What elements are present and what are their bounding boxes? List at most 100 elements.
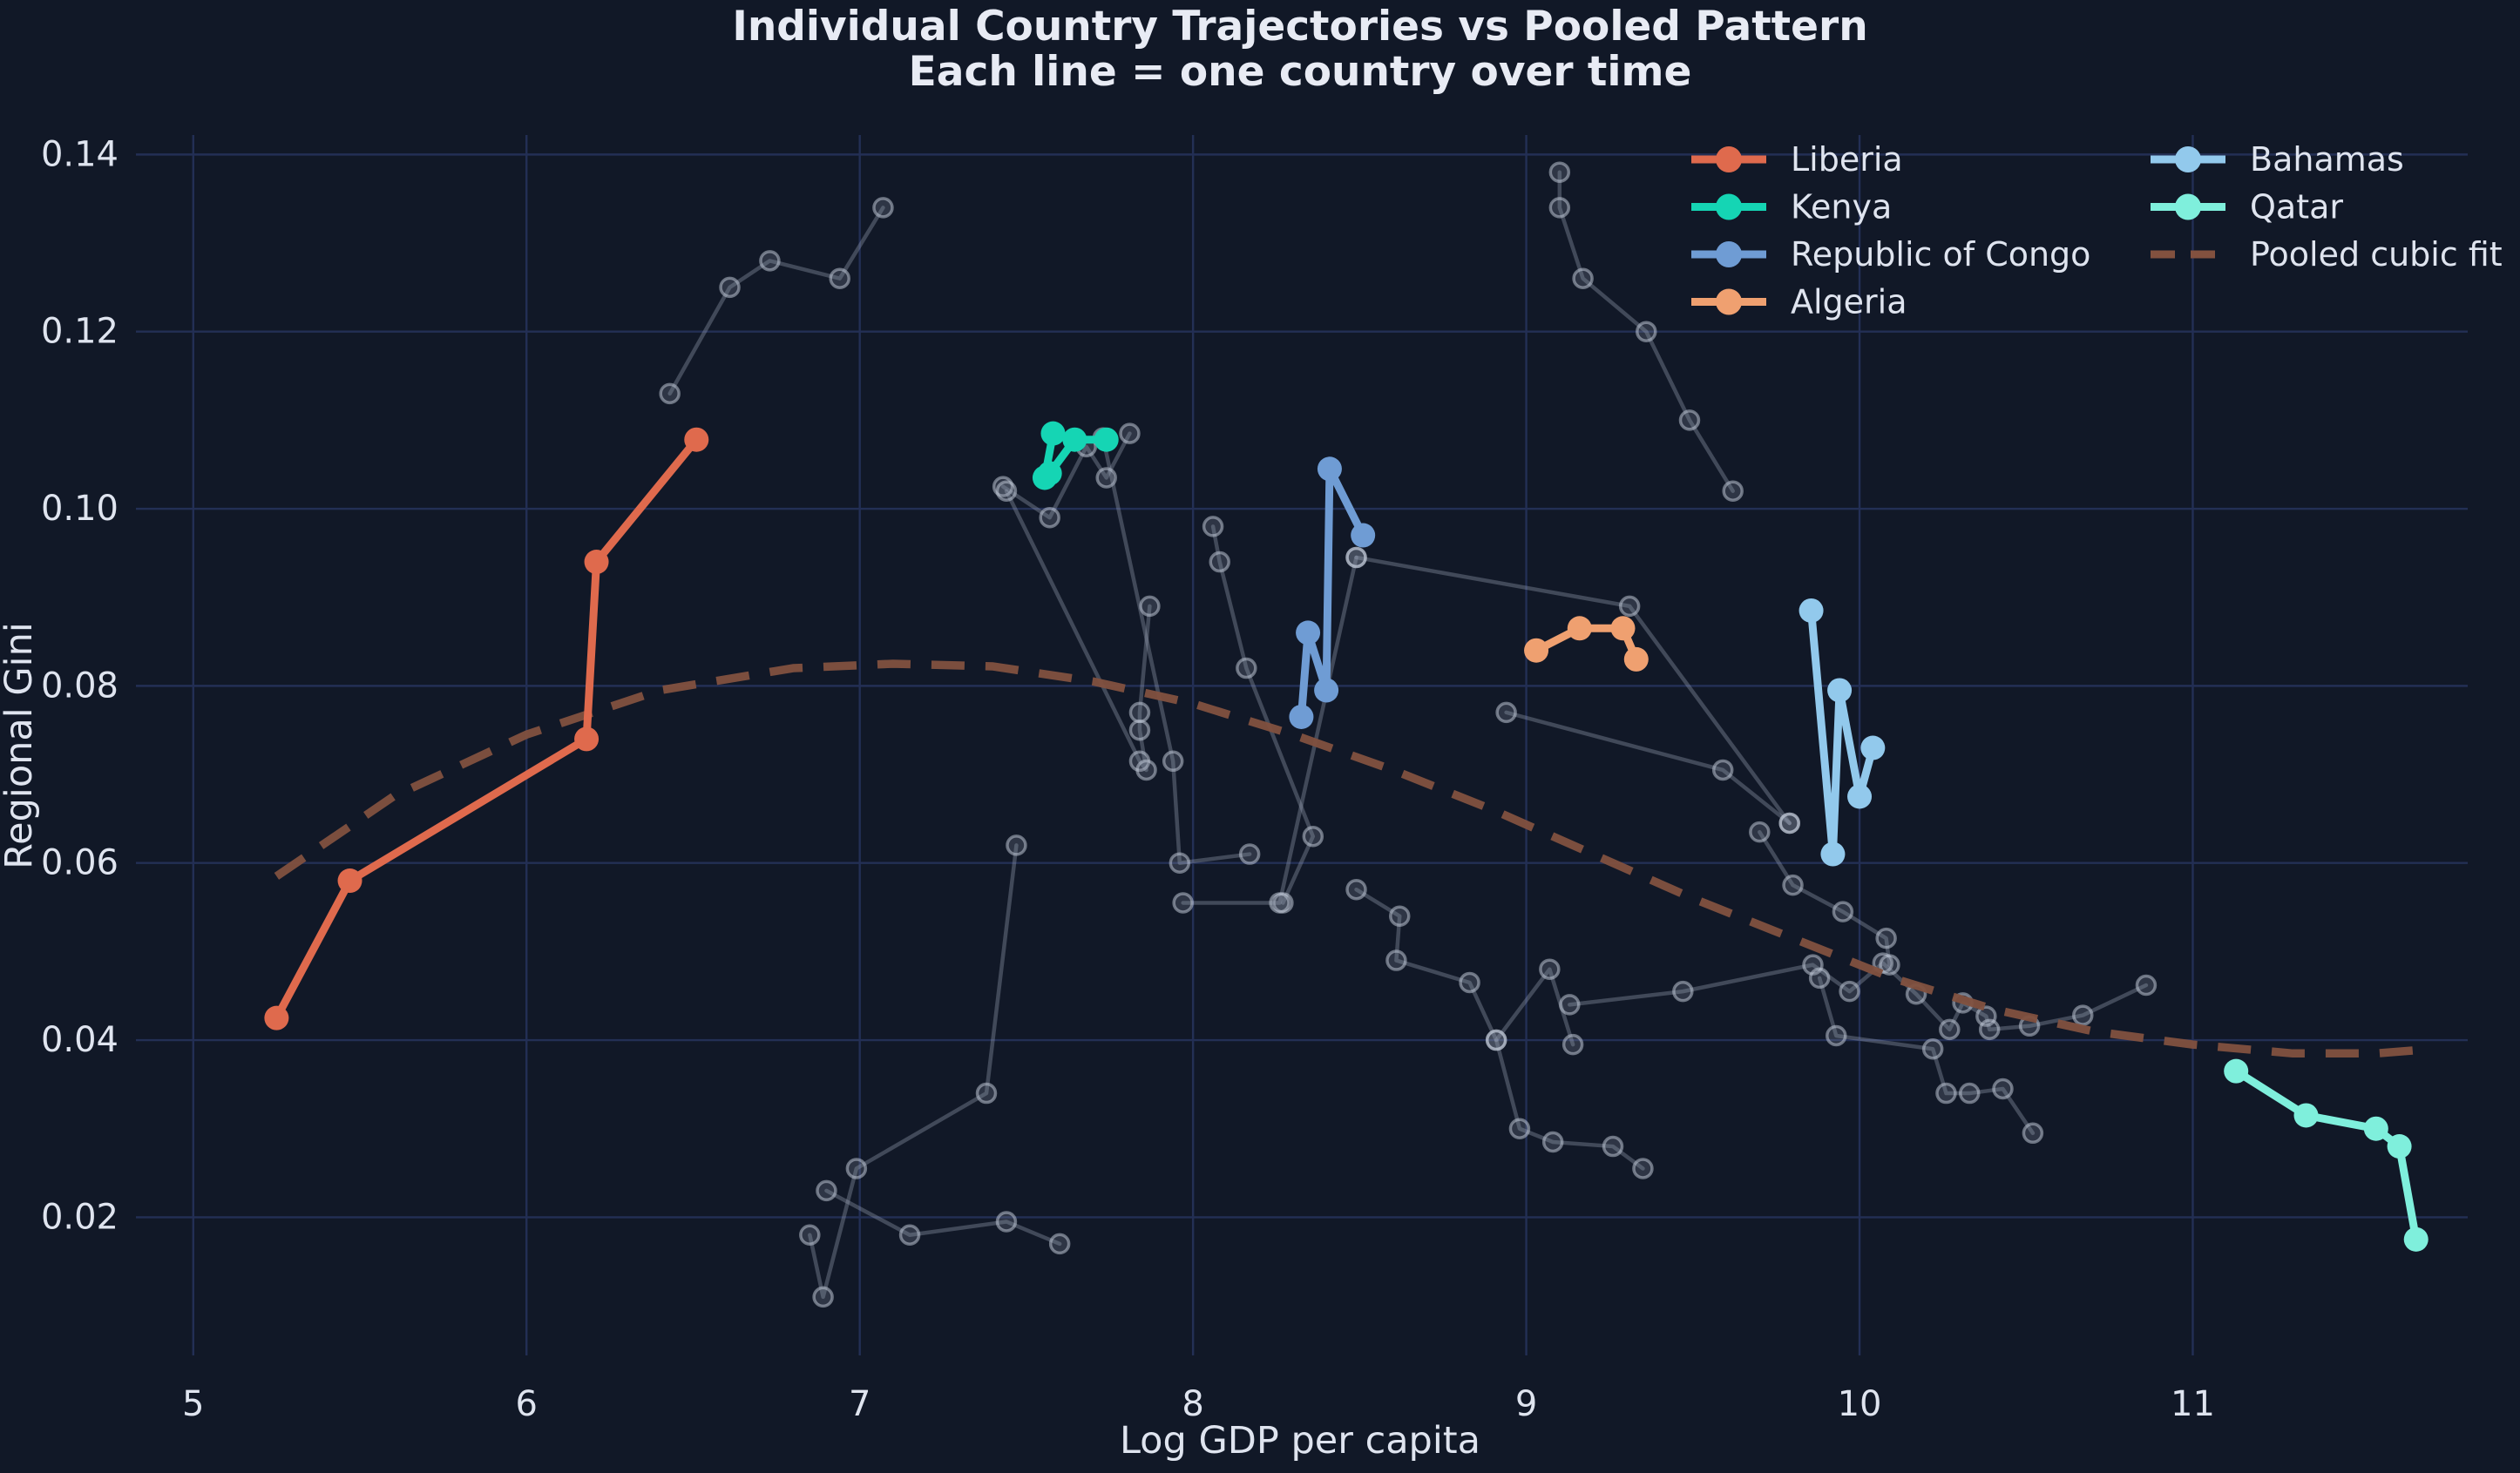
background-trajectory-line [1557, 170, 1735, 493]
country-data-point [2293, 1103, 2319, 1128]
background-data-point [1782, 874, 1804, 896]
background-trajectory-line [1354, 555, 1792, 826]
legend-entry-qatar: Qatar [2151, 188, 2343, 226]
background-data-point [1548, 161, 1571, 183]
country-data-point [1040, 421, 1066, 446]
y-tick-label: 0.14 [41, 134, 119, 174]
background-data-point [1095, 467, 1117, 489]
background-data-point [1302, 825, 1324, 848]
x-tick-label: 7 [849, 1384, 870, 1424]
legend-label: Pooled cubic fit [2250, 235, 2503, 274]
y-tick-label: 0.12 [41, 312, 119, 352]
country-data-point [2363, 1116, 2388, 1141]
background-data-point [1541, 1131, 1564, 1153]
background-data-point [1879, 954, 1900, 976]
country-data-point [1314, 678, 1339, 703]
background-data-point [1722, 480, 1744, 502]
x-axis-label: Log GDP per capita [1120, 1419, 1480, 1463]
background-data-point [1808, 967, 1831, 990]
country-data-point [1037, 461, 1062, 486]
background-data-point [2072, 1004, 2094, 1026]
background-trajectory-line [1004, 489, 1152, 773]
legend-label: Liberia [1791, 140, 1903, 179]
background-data-point [1162, 750, 1184, 773]
background-trajectory [1808, 967, 2044, 1145]
country-data-point [337, 868, 362, 894]
y-tick-label: 0.06 [41, 843, 119, 883]
background-trajectory-line [1000, 431, 1132, 520]
y-tick-label: 0.08 [41, 666, 119, 706]
highlighted-country-trajectories [264, 421, 2429, 1252]
background-data-point [1839, 980, 1860, 1003]
x-tick-label: 10 [1838, 1384, 1882, 1424]
background-data-point [1169, 852, 1191, 874]
background-data-point [1921, 1037, 1944, 1060]
legend-marker-swatch [2175, 193, 2201, 220]
legend-entry-kenya: Kenya [1691, 188, 1892, 226]
background-data-point [1559, 994, 1581, 1016]
background-data-point [1388, 905, 1411, 927]
background-country-trajectories [659, 161, 2158, 1308]
background-data-point [1269, 892, 1290, 914]
background-trajectory [1345, 878, 1654, 1179]
background-trajectory-line [1817, 976, 2036, 1136]
legend-entry-liberia: Liberia [1691, 140, 1903, 179]
country-data-point [1351, 523, 1376, 548]
background-trajectory [816, 1179, 1071, 1255]
legend-marker-swatch [1716, 288, 1742, 315]
background-data-point [1495, 701, 1517, 724]
background-data-point [1039, 506, 1060, 529]
country-trajectory-line [1532, 624, 1641, 664]
country-data-point [574, 726, 600, 752]
country-data-point [584, 550, 609, 575]
background-data-point [1006, 834, 1027, 856]
x-tick-label: 8 [1182, 1384, 1203, 1424]
background-data-point [1832, 901, 1854, 922]
background-data-point [1119, 422, 1141, 444]
background-trajectory [1495, 701, 1800, 834]
background-data-point [1602, 1135, 1624, 1158]
background-trajectory [1485, 958, 1584, 1056]
country-data-point [1623, 646, 1649, 672]
background-data-point [799, 1224, 821, 1246]
background-trajectory [995, 480, 1161, 781]
background-data-point [872, 197, 894, 219]
country-data-point [264, 1005, 289, 1030]
background-data-point [1632, 1158, 1654, 1179]
background-data-point [659, 382, 681, 405]
background-data-point [1636, 321, 1657, 342]
background-data-point [1978, 1018, 2001, 1041]
country-data-point [1524, 638, 1549, 663]
background-data-point [1048, 1233, 1071, 1255]
country-data-point [1610, 616, 1636, 641]
country-data-point [1860, 735, 1886, 760]
background-data-point [1385, 949, 1407, 971]
background-data-point [1935, 1082, 1957, 1105]
country-data-point [1820, 841, 1846, 867]
legend-label: Algeria [1791, 283, 1907, 321]
background-data-point [816, 1179, 837, 1202]
country-trajectory-bahamas [1799, 598, 1886, 867]
x-tick-label: 9 [1515, 1384, 1537, 1424]
x-tick-label: 11 [2171, 1384, 2215, 1424]
background-trajectory [799, 834, 1027, 1308]
background-data-point [1561, 1033, 1584, 1056]
country-data-point [1827, 678, 1853, 703]
background-data-point [1548, 197, 1571, 219]
background-data-point [1826, 1024, 1847, 1047]
country-trajectory-algeria [1524, 616, 1649, 672]
country-trajectory-qatar [2224, 1058, 2429, 1252]
background-data-point [995, 1211, 1018, 1233]
background-data-point [2022, 1122, 2044, 1145]
legend-label: Qatar [2250, 188, 2343, 226]
background-data-point [1345, 878, 1367, 901]
country-trajectory-republic-of-congo [1289, 456, 1376, 729]
pooled-cubic-fit-curve [274, 659, 2434, 1058]
background-data-point [1128, 719, 1151, 741]
background-data-point [1135, 759, 1157, 781]
background-data-point [1778, 812, 1800, 834]
legend-marker-swatch [1716, 146, 1742, 172]
background-data-point [1238, 843, 1261, 865]
chart-subtitle: Each line = one country over time [909, 48, 1692, 96]
